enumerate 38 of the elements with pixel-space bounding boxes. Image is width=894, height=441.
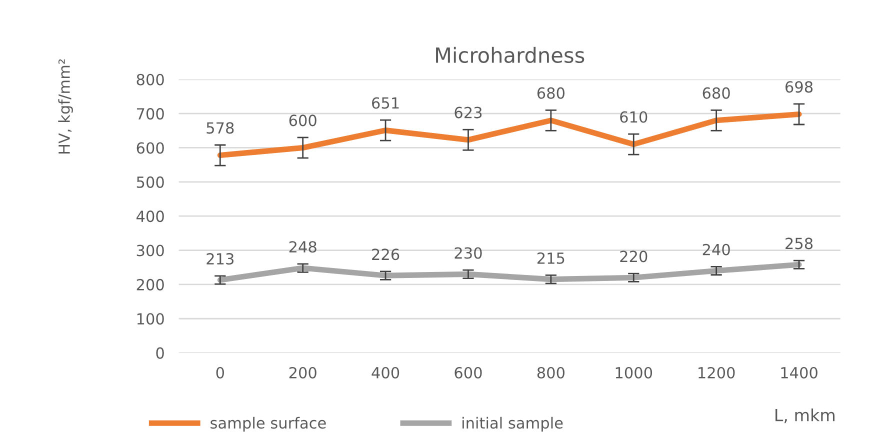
legend-label: initial sample <box>462 416 563 432</box>
x-axis-title: L, mkm <box>776 408 834 424</box>
x-tick-label: 600 <box>454 366 482 379</box>
data-label: 240 <box>702 244 730 256</box>
y-tick-label: 100 <box>137 313 164 325</box>
x-tick-label: 1000 <box>616 366 652 379</box>
x-tick-label: 0 <box>216 366 224 379</box>
y-tick-label: 200 <box>136 278 164 290</box>
y-tick-label: 300 <box>136 244 164 256</box>
y-tick-label: 700 <box>137 108 164 120</box>
legend-label: sample surface <box>210 416 326 432</box>
data-label: 651 <box>372 97 399 109</box>
x-tick-label: 800 <box>537 366 564 379</box>
chart-title: Microhardness <box>436 46 584 64</box>
data-label: 226 <box>372 248 400 260</box>
y-tick-label: 600 <box>136 142 164 154</box>
data-label: 680 <box>537 87 564 99</box>
y-axis-title: HV, kgf/mm² <box>58 59 73 154</box>
x-tick-label: 1200 <box>698 366 735 379</box>
data-label: 215 <box>537 252 564 264</box>
data-label: 578 <box>206 122 234 134</box>
data-label: 258 <box>786 238 813 250</box>
data-label: 623 <box>454 106 482 118</box>
x-tick-label: 400 <box>372 366 400 379</box>
y-tick-label: 400 <box>136 210 164 222</box>
data-label: 220 <box>620 250 648 262</box>
y-tick-label: 800 <box>136 74 164 86</box>
data-label: 600 <box>289 114 316 126</box>
x-tick-label: 1400 <box>781 366 818 379</box>
data-label: 680 <box>702 87 730 99</box>
data-label: 248 <box>289 241 316 253</box>
y-tick-label: 0 <box>156 347 164 359</box>
data-label: 610 <box>620 111 648 123</box>
data-label: 213 <box>206 253 234 265</box>
x-tick-label: 200 <box>289 366 316 379</box>
y-tick-label: 500 <box>136 176 164 188</box>
data-label: 230 <box>454 247 482 259</box>
data-label: 698 <box>786 81 813 93</box>
